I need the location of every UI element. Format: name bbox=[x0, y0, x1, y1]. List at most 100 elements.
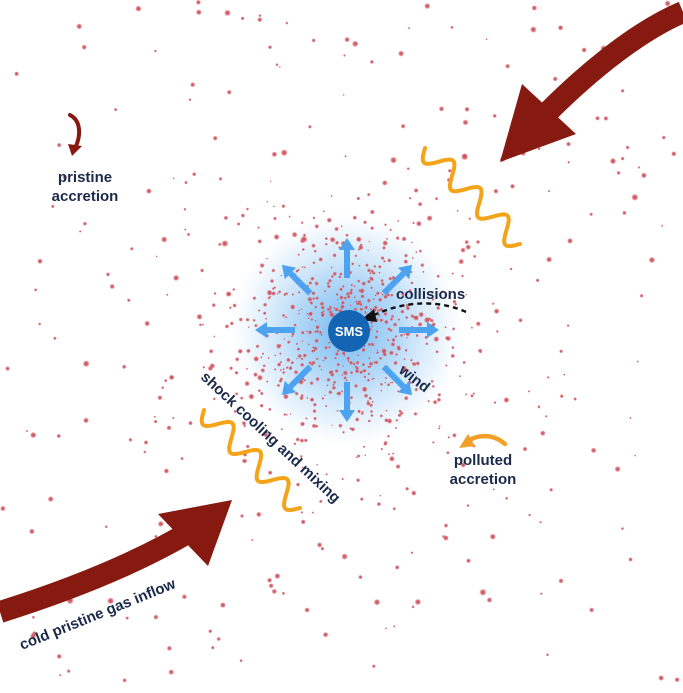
star-dot bbox=[258, 270, 263, 275]
star-dot bbox=[219, 602, 226, 609]
star-dot bbox=[410, 551, 414, 555]
star-dot bbox=[406, 369, 410, 372]
star-dot bbox=[312, 216, 316, 220]
star-dot bbox=[410, 358, 413, 362]
pristine-accretion-arrow-icon bbox=[68, 113, 82, 156]
star-dot bbox=[234, 370, 239, 375]
star-dot bbox=[313, 249, 317, 253]
star-dot bbox=[394, 352, 399, 357]
star-dot bbox=[620, 88, 625, 93]
star-dot bbox=[441, 290, 445, 294]
star-dot bbox=[386, 382, 391, 387]
star-dot bbox=[284, 316, 288, 319]
star-dot bbox=[239, 658, 243, 663]
star-dot bbox=[390, 314, 395, 319]
sms-label: SMS bbox=[335, 324, 364, 339]
star-dot bbox=[464, 106, 470, 113]
star-dot bbox=[353, 383, 359, 388]
star-dot bbox=[210, 645, 215, 650]
star-dot bbox=[245, 348, 251, 354]
star-dot bbox=[183, 207, 187, 211]
star-dot bbox=[285, 21, 289, 25]
star-dot bbox=[356, 454, 361, 458]
star-dot bbox=[392, 322, 398, 327]
star-dot bbox=[531, 5, 538, 11]
star-dot bbox=[451, 345, 455, 350]
star-dot bbox=[349, 304, 352, 307]
star-dot bbox=[528, 513, 532, 517]
star-dot bbox=[493, 188, 499, 194]
star-dot bbox=[371, 400, 374, 404]
star-dot bbox=[324, 404, 328, 408]
star-dot bbox=[282, 368, 285, 371]
star-dot bbox=[285, 413, 288, 416]
star-dot bbox=[191, 171, 197, 177]
star-dot bbox=[297, 290, 301, 294]
star-dot bbox=[320, 368, 323, 371]
star-dot bbox=[157, 520, 164, 528]
star-dot bbox=[257, 17, 263, 23]
star-dot bbox=[217, 242, 222, 247]
star-dot bbox=[388, 455, 395, 462]
star-dot bbox=[625, 145, 630, 150]
star-dot bbox=[218, 384, 222, 389]
star-dot bbox=[609, 157, 617, 165]
star-dot bbox=[636, 360, 639, 363]
star-dot bbox=[331, 424, 333, 427]
star-dot bbox=[56, 653, 62, 660]
star-dot bbox=[338, 275, 342, 279]
star-dot bbox=[392, 625, 396, 628]
star-dot bbox=[121, 364, 127, 370]
star-dot bbox=[376, 349, 379, 352]
star-dot bbox=[451, 432, 457, 438]
star-dot bbox=[334, 357, 337, 360]
star-dot bbox=[305, 417, 308, 420]
star-dot bbox=[472, 392, 476, 395]
star-dot bbox=[367, 249, 370, 252]
star-dot bbox=[314, 319, 317, 322]
pristine-accretion-label-line1: pristine bbox=[58, 169, 112, 186]
star-dot bbox=[417, 201, 423, 207]
star-dot bbox=[465, 244, 472, 251]
star-dot bbox=[349, 395, 354, 400]
star-dot bbox=[443, 523, 449, 528]
wind-arrow-head-icon bbox=[397, 380, 413, 396]
star-dot bbox=[362, 445, 366, 449]
star-dot bbox=[62, 174, 68, 181]
star-dot bbox=[451, 272, 455, 275]
star-dot bbox=[303, 438, 308, 443]
star-dot bbox=[408, 288, 413, 293]
star-dot bbox=[332, 380, 337, 385]
star-dot bbox=[432, 399, 438, 405]
star-dot bbox=[503, 396, 510, 404]
star-dot bbox=[442, 535, 449, 541]
star-dot bbox=[322, 359, 325, 362]
star-dot bbox=[369, 271, 372, 275]
star-dot bbox=[315, 296, 319, 301]
star-dot bbox=[234, 356, 240, 362]
star-dot bbox=[375, 291, 380, 296]
star-dot bbox=[290, 335, 294, 338]
star-dot bbox=[293, 442, 297, 446]
star-dot bbox=[492, 113, 498, 119]
star-dot bbox=[300, 519, 306, 525]
star-dot bbox=[422, 270, 425, 274]
star-dot bbox=[372, 297, 376, 301]
star-dot bbox=[274, 572, 281, 580]
star-dot bbox=[358, 574, 363, 580]
star-dot bbox=[157, 395, 163, 401]
star-dot bbox=[380, 292, 383, 294]
star-dot bbox=[353, 296, 356, 299]
star-dot bbox=[420, 262, 425, 268]
star-dot bbox=[594, 115, 601, 121]
star-dot bbox=[362, 368, 367, 373]
star-dot bbox=[354, 417, 360, 422]
star-dot bbox=[301, 266, 304, 269]
star-dot bbox=[239, 513, 245, 519]
star-dot bbox=[628, 557, 633, 562]
star-dot bbox=[537, 405, 541, 409]
star-dot bbox=[342, 93, 345, 96]
star-dot bbox=[260, 367, 266, 373]
star-dot bbox=[280, 428, 284, 431]
star-dot bbox=[274, 354, 277, 357]
